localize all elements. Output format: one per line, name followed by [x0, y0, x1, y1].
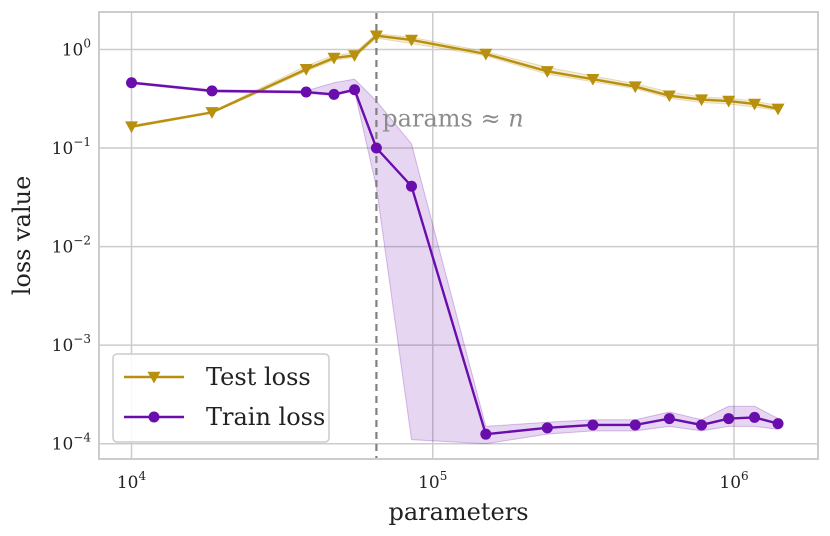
data-point: [748, 98, 762, 111]
data-point: [406, 180, 418, 192]
legend-marker: [148, 411, 160, 423]
x-tick-base: 10: [418, 473, 440, 493]
data-point: [206, 85, 218, 97]
data-point: [328, 88, 340, 100]
annotation-variable: n: [508, 104, 523, 132]
data-point: [349, 84, 361, 96]
data-point: [749, 411, 761, 423]
data-point: [771, 103, 785, 116]
data-point: [480, 428, 492, 440]
data-point: [587, 419, 599, 431]
legend: Test loss Train loss: [112, 353, 330, 443]
data-point: [541, 422, 553, 434]
x-tick-label: 105: [418, 469, 447, 493]
data-point: [479, 48, 493, 61]
data-point: [722, 95, 736, 108]
legend-entries: Test loss Train loss: [124, 363, 325, 431]
data-point: [586, 73, 600, 86]
y-tick-exponent: −1: [73, 135, 91, 149]
legend-label: Train loss: [206, 403, 325, 431]
y-tick-base: 10: [52, 435, 74, 455]
annotation-main: params ≈: [382, 104, 508, 132]
y-tick-base: 10: [52, 336, 74, 356]
y-tick-label: 10−3: [52, 332, 91, 356]
data-point: [205, 107, 219, 119]
x-tick-base: 10: [719, 473, 741, 493]
y-tick-exponent: 0: [83, 36, 91, 50]
series-layer: [125, 30, 785, 440]
legend-marker: [147, 371, 161, 384]
data-point: [540, 66, 554, 78]
plot-frame: [98, 11, 819, 460]
data-point: [348, 50, 362, 62]
threshold-annotation: params ≈ n: [382, 104, 523, 132]
y-tick-label: 10−2: [52, 234, 91, 258]
x-axis-label: parameters: [388, 498, 528, 526]
y-tick-base: 10: [52, 139, 74, 159]
x-tick-base: 10: [117, 473, 139, 493]
data-point: [370, 142, 382, 154]
legend-label: Test loss: [206, 363, 311, 391]
data-point: [125, 121, 139, 134]
data-point: [300, 86, 312, 98]
data-point: [723, 413, 735, 425]
data-point: [629, 419, 641, 431]
x-tick-exponent: 6: [741, 469, 749, 483]
y-tick-exponent: −4: [73, 431, 91, 445]
data-point: [628, 81, 642, 94]
x-tick-label: 106: [719, 469, 748, 493]
data-point: [126, 77, 138, 89]
data-point: [327, 52, 341, 65]
data-point: [405, 34, 419, 47]
y-tick-label: 100: [62, 36, 91, 60]
data-point: [663, 413, 675, 425]
y-tick-label: 10−4: [52, 431, 92, 455]
y-tick-exponent: −2: [73, 234, 91, 248]
data-point: [369, 30, 383, 43]
y-tick-label: 10−1: [52, 135, 91, 159]
x-tick-label: 104: [117, 469, 147, 493]
y-tick-base: 10: [62, 40, 84, 60]
data-point: [695, 94, 709, 107]
x-tick-exponent: 5: [440, 469, 448, 483]
data-point: [662, 90, 676, 103]
x-tick-exponent: 4: [139, 469, 147, 483]
y-tick-exponent: −3: [73, 332, 91, 346]
data-point: [299, 64, 313, 76]
y-tick-base: 10: [52, 238, 74, 258]
confidence-band: [131, 78, 779, 445]
y-axis-label: loss value: [8, 176, 36, 296]
data-point: [772, 418, 784, 430]
series-line: [131, 34, 779, 128]
data-point: [696, 419, 708, 431]
series-line: [131, 81, 779, 436]
